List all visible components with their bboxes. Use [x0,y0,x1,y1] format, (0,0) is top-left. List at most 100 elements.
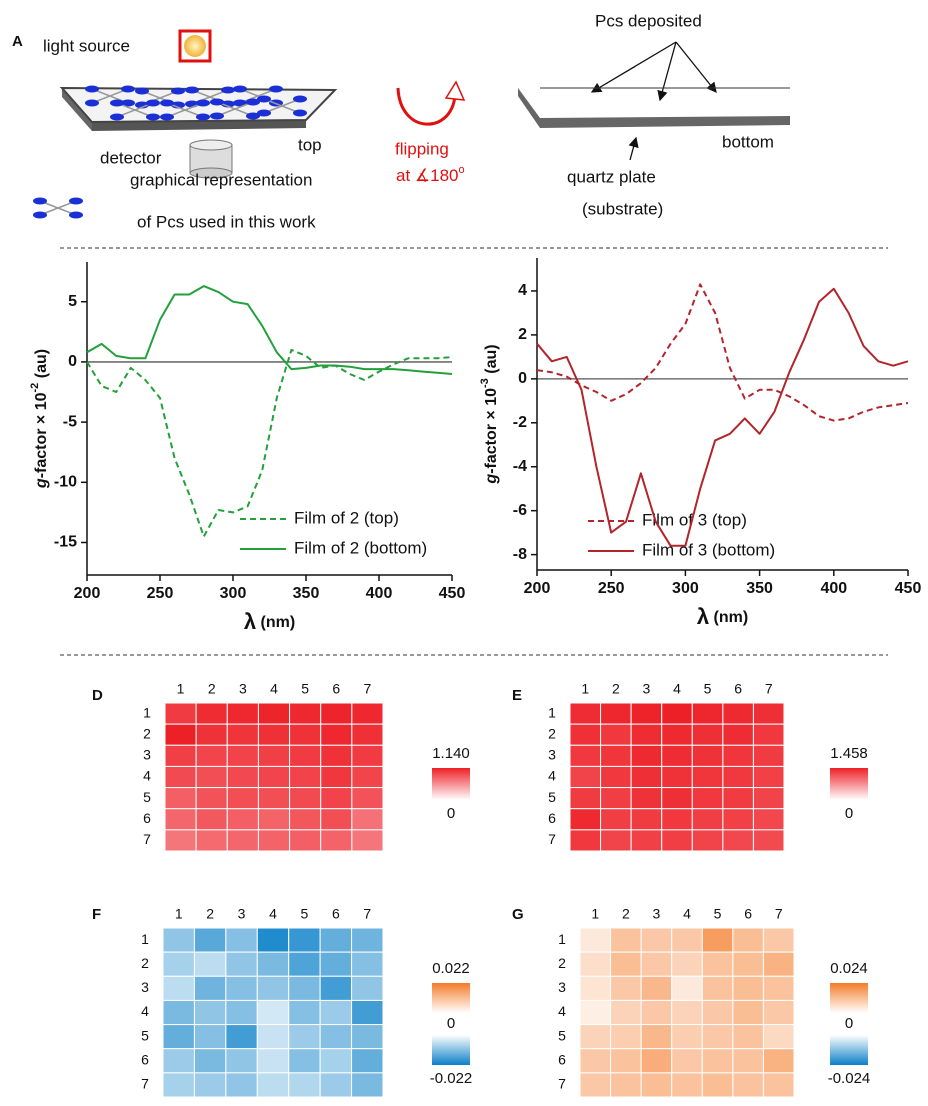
panel-label: E [512,687,522,704]
legend-label: Film of 3 (bottom) [642,540,775,559]
row-label: 4 [558,1003,566,1019]
x-tick-label: 450 [895,580,922,597]
heatmap-cell [226,787,259,810]
heatmap-cell [661,787,693,810]
heatmap-cell [351,951,384,977]
y-tick-label: 0 [68,353,77,370]
colorbar-label: 0 [845,805,853,822]
bottom-label: bottom [722,132,774,151]
heatmap-cell [732,1072,764,1098]
heatmap-cell [691,808,724,831]
flip-arrow [396,80,466,126]
heatmap-cell [762,1072,795,1098]
heatmap-cell [162,1024,195,1050]
column-label: 3 [238,906,246,922]
pc-legend-icon [32,196,84,220]
row-label: 6 [141,1051,149,1067]
heatmap-cell [671,975,703,1001]
plate-edge [92,120,306,131]
heatmap-cell [320,829,353,852]
heatmap-cell [193,951,227,977]
heatmap-cell [671,927,703,953]
row-label: 3 [558,979,566,995]
heatmap-cell [288,1024,321,1050]
plate-flipped [518,87,790,128]
heatmap-cell [691,765,724,789]
heatmap-cell [162,927,195,953]
heatmap-cell [701,1048,734,1074]
x-tick-label: 450 [439,585,466,602]
heatmap-cell [256,999,290,1026]
heatmap-cell [256,951,290,977]
y-tick-label: 4 [518,282,527,299]
heatmap-cell [661,702,693,725]
row-label: 5 [558,1027,566,1043]
colorbar-segment [432,768,470,800]
column-label: 1 [177,681,185,697]
heatmap-cell [257,765,291,789]
x-label-symbol: λ [244,609,256,634]
plate-side [62,88,92,131]
y-label-unit: (au) [33,349,50,383]
colorbar-segment [830,1035,868,1065]
colorbar-segment [830,983,868,1013]
heatmap-cell [289,744,322,767]
colorbar-label: 1.140 [432,745,470,762]
heatmap-cell [630,723,663,746]
panel-label: D [92,687,103,704]
heatmap-cell [164,744,197,767]
row-label: 4 [548,768,556,784]
heatmap-cell [579,1024,612,1050]
heatmap-cell [257,702,291,725]
heatmap-cell [319,975,353,1001]
heatmap-cell [661,723,693,746]
heatmap-cell [226,765,259,789]
heatmap-cell [752,765,785,789]
heatmap-cell [701,1024,734,1050]
heatmap-cell [351,829,384,852]
heatmap-cell [691,723,724,746]
heatmap-cell [569,702,602,725]
heatmap-cell [752,787,785,810]
heatmap-cell [600,765,632,789]
y-tick-label: 2 [518,326,527,343]
heatmap-cell [640,951,673,977]
heatmap-cell [762,1024,795,1050]
pcs-deposited-label: Pcs deposited [595,11,702,30]
y-label-italic: g [483,474,500,485]
column-label: 5 [301,681,309,697]
heatmap-cell [579,999,612,1026]
heatmap-cell [319,1072,353,1098]
heatmap-cell [722,702,754,725]
heatmap-cell [162,975,195,1001]
colorbar-label: 0 [447,1015,455,1032]
row-label: 3 [548,747,556,763]
heatmap-cell [257,829,291,852]
heatmap-cell [162,1072,195,1098]
heatmap-cell [226,829,259,852]
row-label: 7 [558,1076,566,1092]
column-label: 3 [239,681,247,697]
row-label: 1 [141,931,149,947]
column-label: 4 [269,906,277,922]
heatmap-cell [351,1072,384,1098]
colorbar-label: 1.458 [830,745,868,762]
heatmap-cell [752,829,785,852]
heatmap-cell [691,744,724,767]
colorbar-segment [830,768,868,800]
heatmap-cell [225,999,258,1026]
x-tick-label: 400 [820,580,847,597]
column-label: 3 [643,681,651,697]
heatmap-cell [320,808,353,831]
legend-text: graphical representation [130,170,312,189]
heatmap-cell [195,787,228,810]
heatmap-cell [661,829,693,852]
heatmap-cell [661,744,693,767]
heatmap-cell [569,723,602,746]
column-label: 1 [591,906,599,922]
heatmap-cell [226,702,259,725]
heatmap-cell [162,1048,195,1074]
heatmap-cell [701,975,734,1001]
heatmap-cell [320,702,353,725]
